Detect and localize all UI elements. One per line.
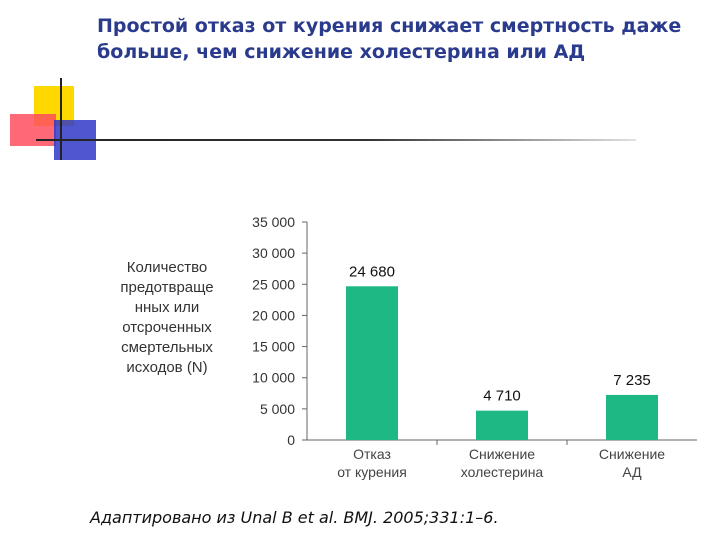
bar	[346, 286, 398, 440]
y-tick-label: 30 000	[252, 245, 295, 261]
y-axis-label-line: Количество	[126, 259, 208, 276]
x-category-label: АД	[622, 464, 642, 480]
slide-title: Простой отказ от курения снижает смертно…	[97, 15, 682, 63]
y-axis-label-line: нных или	[134, 299, 200, 316]
y-tick-label: 15 000	[252, 339, 295, 355]
source-citation: Адаптировано из Unal B et al. BMJ. 2005;…	[90, 508, 499, 527]
y-axis-label-line: предотвраще	[120, 279, 214, 296]
vertical-divider-line	[60, 78, 62, 160]
x-category-label: холестерина	[461, 464, 544, 480]
y-tick-label: 25 000	[252, 276, 295, 292]
y-tick-label: 0	[287, 432, 295, 448]
y-tick-label: 10 000	[252, 370, 295, 386]
bar	[476, 410, 528, 440]
x-category-label: Отказ	[353, 446, 391, 462]
y-tick-label: 5 000	[260, 401, 295, 417]
x-category-label: Снижение	[469, 446, 535, 462]
title-underline	[36, 139, 636, 141]
y-tick-label: 35 000	[252, 214, 295, 230]
y-axis-label-line: исходов (N)	[126, 359, 208, 376]
y-axis-label-line: смертельных	[121, 339, 213, 356]
y-axis-label: Количество предотвраще нных или отсроченных…	[104, 258, 230, 378]
bar-data-label: 24 680	[349, 263, 395, 280]
x-category-label: от курения	[337, 464, 407, 480]
bar-data-label: 4 710	[483, 388, 521, 405]
bar-data-label: 7 235	[613, 372, 651, 389]
x-category-label: Снижение	[599, 446, 665, 462]
y-tick-label: 20 000	[252, 307, 295, 323]
bar	[606, 394, 658, 440]
y-axis-label-line: отсроченных	[122, 319, 212, 336]
